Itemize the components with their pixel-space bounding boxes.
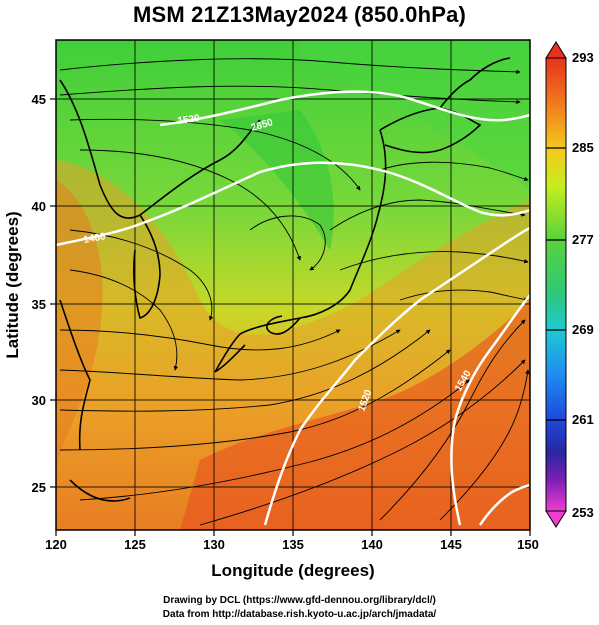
colorbar-label: 293 [572,50,594,65]
x-tick-label: 150 [517,537,539,552]
colorbar-scale [545,57,567,512]
colorbar: 293 285 277 269 261 253 [545,41,594,528]
y-tick-label: 40 [32,199,46,214]
data-credit: Data from http://database.rish.kyoto-u.a… [162,609,437,620]
colorbar-min-arrow [545,510,567,528]
y-axis-title: Latitude (degrees) [3,211,22,358]
x-axis-title: Longitude (degrees) [211,561,374,580]
tick-marks [50,98,531,536]
colorbar-max-arrow [545,41,567,59]
drawing-credit: Drawing by DCL (https://www.gfd-dennou.o… [163,595,436,606]
height-contours [56,90,530,526]
map-title: MSM 21Z13May2024 (850.0hPa) [132,2,467,27]
gridlines [56,40,530,530]
colorbar-label: 269 [572,322,594,337]
x-tick-label: 135 [282,537,304,552]
x-tick-label: 125 [124,537,146,552]
colorbar-label: 261 [572,412,594,427]
x-tick-label: 120 [45,537,67,552]
colorbar-label: 277 [572,232,594,247]
x-tick-label: 140 [361,537,383,552]
x-tick-label: 130 [203,537,225,552]
y-tick-label: 35 [32,297,46,312]
colorbar-label: 253 [572,505,594,520]
contour-label: 1520 [177,113,201,127]
y-tick-label: 25 [32,480,46,495]
colorbar-label: 285 [572,140,594,155]
y-tick-label: 45 [32,92,46,107]
x-tick-label: 145 [440,537,462,552]
y-tick-label: 30 [32,393,46,408]
coastlines [59,57,511,502]
streamlines [59,58,530,526]
contour-label: 1460 [83,231,107,246]
